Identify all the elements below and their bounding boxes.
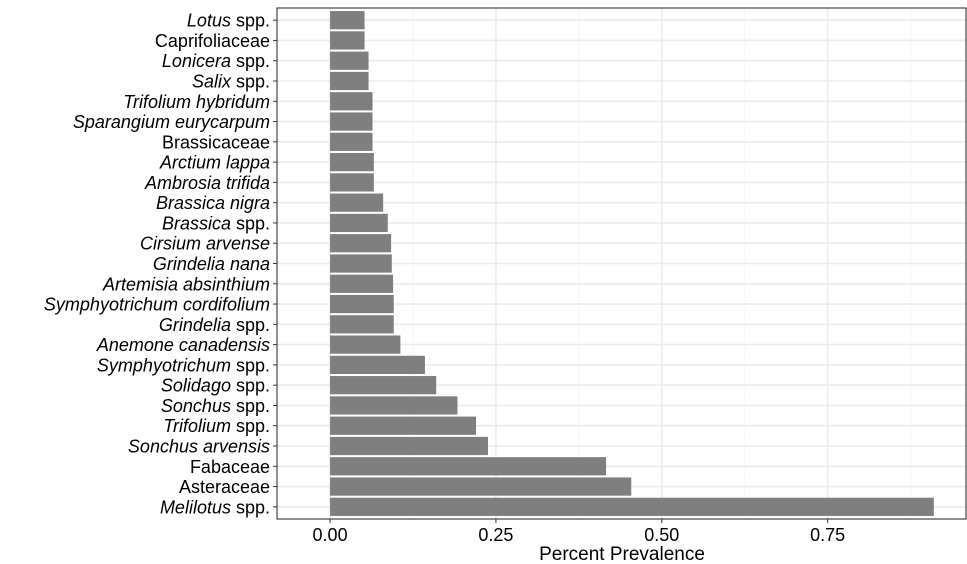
category-label: Artemisia absinthium <box>102 274 270 294</box>
category-label: Solidago spp. <box>161 376 270 396</box>
category-label: Melilotus spp. <box>160 497 270 517</box>
bar <box>330 254 392 273</box>
bar <box>330 274 394 293</box>
category-label: Trifolium spp. <box>163 416 270 436</box>
x-tick-label: 0.25 <box>478 525 513 545</box>
category-label: Asteraceae <box>179 477 270 497</box>
category-label: Sparangium eurycarpum <box>73 112 270 132</box>
category-label: Ambrosia trifida <box>144 173 270 193</box>
bar <box>330 213 388 233</box>
bar <box>330 152 374 172</box>
bar <box>330 294 394 314</box>
category-label: Arctium lappa <box>159 153 270 173</box>
category-label: Fabaceae <box>190 457 270 477</box>
bar <box>330 71 369 91</box>
bar <box>330 497 934 516</box>
bar <box>330 396 458 415</box>
bar <box>330 355 425 375</box>
bar <box>330 477 632 496</box>
bar <box>330 315 394 334</box>
category-label: Sonchus arvensis <box>128 437 270 457</box>
bar <box>330 335 401 354</box>
category-label: Brassicaceae <box>162 132 270 152</box>
bar <box>330 376 437 395</box>
x-tick-labels: 0.00 0.25 0.50 0.75 <box>313 519 845 545</box>
category-label: Lotus spp. <box>187 11 270 31</box>
bar <box>330 436 488 456</box>
category-label: Sonchus spp. <box>161 396 270 416</box>
bar <box>330 92 373 111</box>
bar <box>330 51 369 70</box>
category-label: Symphyotrichum cordifolium <box>44 295 270 315</box>
category-label: Grindelia spp. <box>159 315 270 335</box>
bar <box>330 234 392 253</box>
x-tick-label: 0.75 <box>810 525 845 545</box>
bars <box>330 11 934 516</box>
category-label: Salix spp. <box>192 72 270 92</box>
bar <box>330 193 384 212</box>
category-label: Anemone canadensis <box>96 335 270 355</box>
category-label: Trifolium hybridum <box>123 92 270 112</box>
x-axis-title: Percent Prevalence <box>539 544 705 564</box>
bar <box>330 457 607 476</box>
category-label: Caprifoliaceae <box>155 31 270 51</box>
bar <box>330 132 373 151</box>
x-tick-label: 0.50 <box>644 525 679 545</box>
category-label: Cirsium arvense <box>140 234 270 254</box>
category-label: Symphyotrichum spp. <box>97 355 270 375</box>
bar <box>330 112 373 131</box>
bar <box>330 173 374 192</box>
category-label: Brassica nigra <box>156 193 270 213</box>
bar <box>330 31 365 50</box>
category-label: Lonicera spp. <box>162 51 270 71</box>
bar <box>330 416 477 435</box>
grid-lines <box>277 8 967 519</box>
x-tick-label: 0.00 <box>313 525 348 545</box>
bar <box>330 11 365 30</box>
category-label: Brassica spp. <box>162 213 270 233</box>
category-label: Grindelia nana <box>153 254 270 274</box>
